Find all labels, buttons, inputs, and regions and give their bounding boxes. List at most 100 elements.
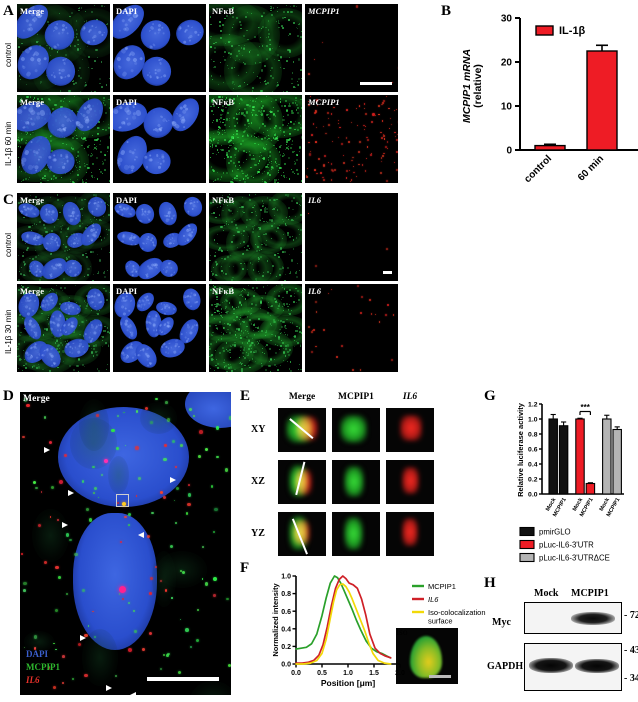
image-caption-dapi: DAPI [116, 6, 138, 16]
image-caption-merge: Merge [20, 6, 45, 16]
legend-label-1: IL6 [428, 595, 439, 604]
panel-c-row-label-control: control [4, 233, 13, 258]
image-caption-nfkb: NFκB [212, 195, 235, 205]
panel-c-image-control-dapi[interactable]: DAPI [113, 193, 206, 281]
x-tick-label: 2.0 [395, 670, 405, 677]
y-tick-label: 0.6 [528, 447, 538, 454]
x-axis-label: Position [μm] [321, 678, 375, 688]
panel-c-image-control-il6[interactable]: IL6 [305, 193, 398, 281]
panel-a-image-control-merge[interactable]: Merge [17, 4, 110, 92]
panel-f-plot: 0.0 0.2 0.4 0.6 0.8 1.0 0.0 0.5 1.0 1.5 2.0 Positio… [271, 574, 486, 688]
legend-swatch-0 [519, 526, 535, 537]
bar-3 [585, 482, 596, 495]
y-tick-label: 0.0 [281, 662, 291, 669]
panel-e-image-xy-merge[interactable] [278, 408, 326, 452]
scale-bar [383, 271, 392, 274]
panel-c-image-il1b-il6[interactable]: IL6 [305, 284, 398, 372]
image-caption-dapi: DAPI [116, 97, 138, 107]
panel-letter-d: D [3, 388, 14, 404]
panel-c-image-il1b-merge[interactable]: Merge [17, 284, 110, 372]
panel-letter-c: C [3, 192, 14, 208]
panel-e-image-yz-merge[interactable] [278, 512, 326, 556]
image-caption-il6: IL6 [308, 195, 322, 205]
panel-a-image-il1b-mcpip1[interactable]: MCPIP1 [305, 95, 398, 183]
blot-band-gapdh-mcpip1 [575, 659, 619, 673]
panel-d-image-merge[interactable]: Merge DAPI MCPIP1 IL6 [20, 392, 231, 695]
y-tick-label: 0.2 [281, 644, 291, 651]
image-caption-nfkb: NFκB [212, 97, 235, 107]
panel-e-row-header-xz: XZ [251, 476, 265, 487]
legend-label: IL-1β [559, 25, 586, 37]
blot-band-myc [571, 612, 615, 625]
x-tick-label: 0.0 [291, 670, 301, 677]
panel-e-image-yz-il6[interactable] [386, 512, 434, 556]
panel-c-image-il1b-dapi[interactable]: DAPI [113, 284, 206, 372]
panel-letter-h: H [484, 575, 496, 591]
arrowhead-marker [106, 685, 112, 691]
y-axis-label-line2: (relative) [472, 64, 484, 108]
image-caption-mcpip1: MCPIP1 [308, 6, 340, 16]
panel-e-image-xy-mcpip1[interactable] [332, 408, 380, 452]
panel-d-legend-il6: IL6 [26, 675, 40, 685]
panel-a-image-control-dapi[interactable]: DAPI [113, 4, 206, 92]
inset-caption-iso: Iso [396, 628, 408, 638]
y-tick-label: 0.0 [528, 492, 538, 499]
y-tick-label: 1.2 [528, 402, 538, 409]
panel-c-image-control-nfkb[interactable]: NFκB [209, 193, 302, 281]
x-tick-label: 1.0 [343, 670, 353, 677]
panel-a-image-control-nfkb[interactable]: NFκB [209, 4, 302, 92]
panel-a-image-il1b-dapi[interactable]: DAPI [113, 95, 206, 183]
y-axis-label: Relative luciferase activity [516, 402, 525, 497]
panel-letter-a: A [3, 3, 14, 19]
y-axis-label: Normalized intensity [271, 583, 280, 657]
arrowhead-marker [44, 447, 50, 453]
panel-e-col-header-mcpip1: MCPIP1 [338, 392, 374, 402]
arrowhead-marker [68, 490, 74, 496]
panel-e-image-xz-mcpip1[interactable] [332, 460, 380, 504]
panel-e-col-header-merge: Merge [288, 392, 316, 402]
panel-h-blot-myc[interactable] [524, 602, 622, 634]
panel-a-image-il1b-nfkb[interactable]: NFκB [209, 95, 302, 183]
panel-letter-e: E [240, 388, 251, 404]
bar [586, 50, 618, 151]
image-caption-mcpip1: MCPIP1 [308, 97, 340, 107]
panel-a-image-control-mcpip1[interactable]: MCPIP1 [305, 4, 398, 92]
legend-swatch [535, 25, 554, 36]
panel-e-image-yz-mcpip1[interactable] [332, 512, 380, 556]
panel-e-row-header-yz: YZ [251, 528, 265, 539]
legend-label-2: pLuc-IL6-3'UTRΔCE [539, 554, 610, 563]
panel-f-inset-iso[interactable]: Iso [396, 628, 458, 684]
y-tick-label: 10 [501, 102, 513, 113]
panel-c-image-control-merge[interactable]: Merge [17, 193, 110, 281]
panel-e-image-xy-il6[interactable] [386, 408, 434, 452]
y-tick-label: 0 [506, 146, 512, 157]
panel-e-col-header-il6: IL6 [402, 392, 418, 402]
x-tick-label: 1.5 [369, 670, 379, 677]
series-line-2 [295, 583, 392, 665]
scale-bar [429, 675, 451, 678]
panel-a-row-label-control: control [4, 43, 13, 68]
image-caption-il6: IL6 [308, 286, 322, 296]
panel-e-image-xz-merge[interactable] [278, 460, 326, 504]
panel-h-blot-gapdh[interactable] [524, 643, 622, 691]
legend-label-2: Iso-colocalization [428, 608, 486, 617]
y-tick-label: 20 [501, 58, 513, 69]
panel-e-image-xz-il6[interactable] [386, 460, 434, 504]
image-caption-nfkb: NFκB [212, 6, 235, 16]
panel-c-row-label-treated: IL-1β 30 min [4, 309, 13, 355]
y-tick-label: 1.0 [281, 574, 291, 581]
panel-h-marker-43: - 43 [624, 645, 638, 656]
significance-label: *** [581, 403, 591, 412]
image-caption-dapi: DAPI [116, 286, 138, 296]
legend-label-2b: surface [428, 617, 453, 626]
arrowhead-marker [80, 635, 86, 641]
blot-band-gapdh-mock [529, 658, 573, 673]
panel-a-image-il1b-merge[interactable]: Merge [17, 95, 110, 183]
legend-swatch-1 [519, 539, 535, 550]
arrowhead-marker [130, 692, 136, 695]
legend-label-1: pLuc-IL6-3'UTR [539, 541, 594, 550]
panel-c-image-il1b-nfkb[interactable]: NFκB [209, 284, 302, 372]
bar-5 [612, 428, 622, 495]
scale-bar [147, 677, 219, 681]
